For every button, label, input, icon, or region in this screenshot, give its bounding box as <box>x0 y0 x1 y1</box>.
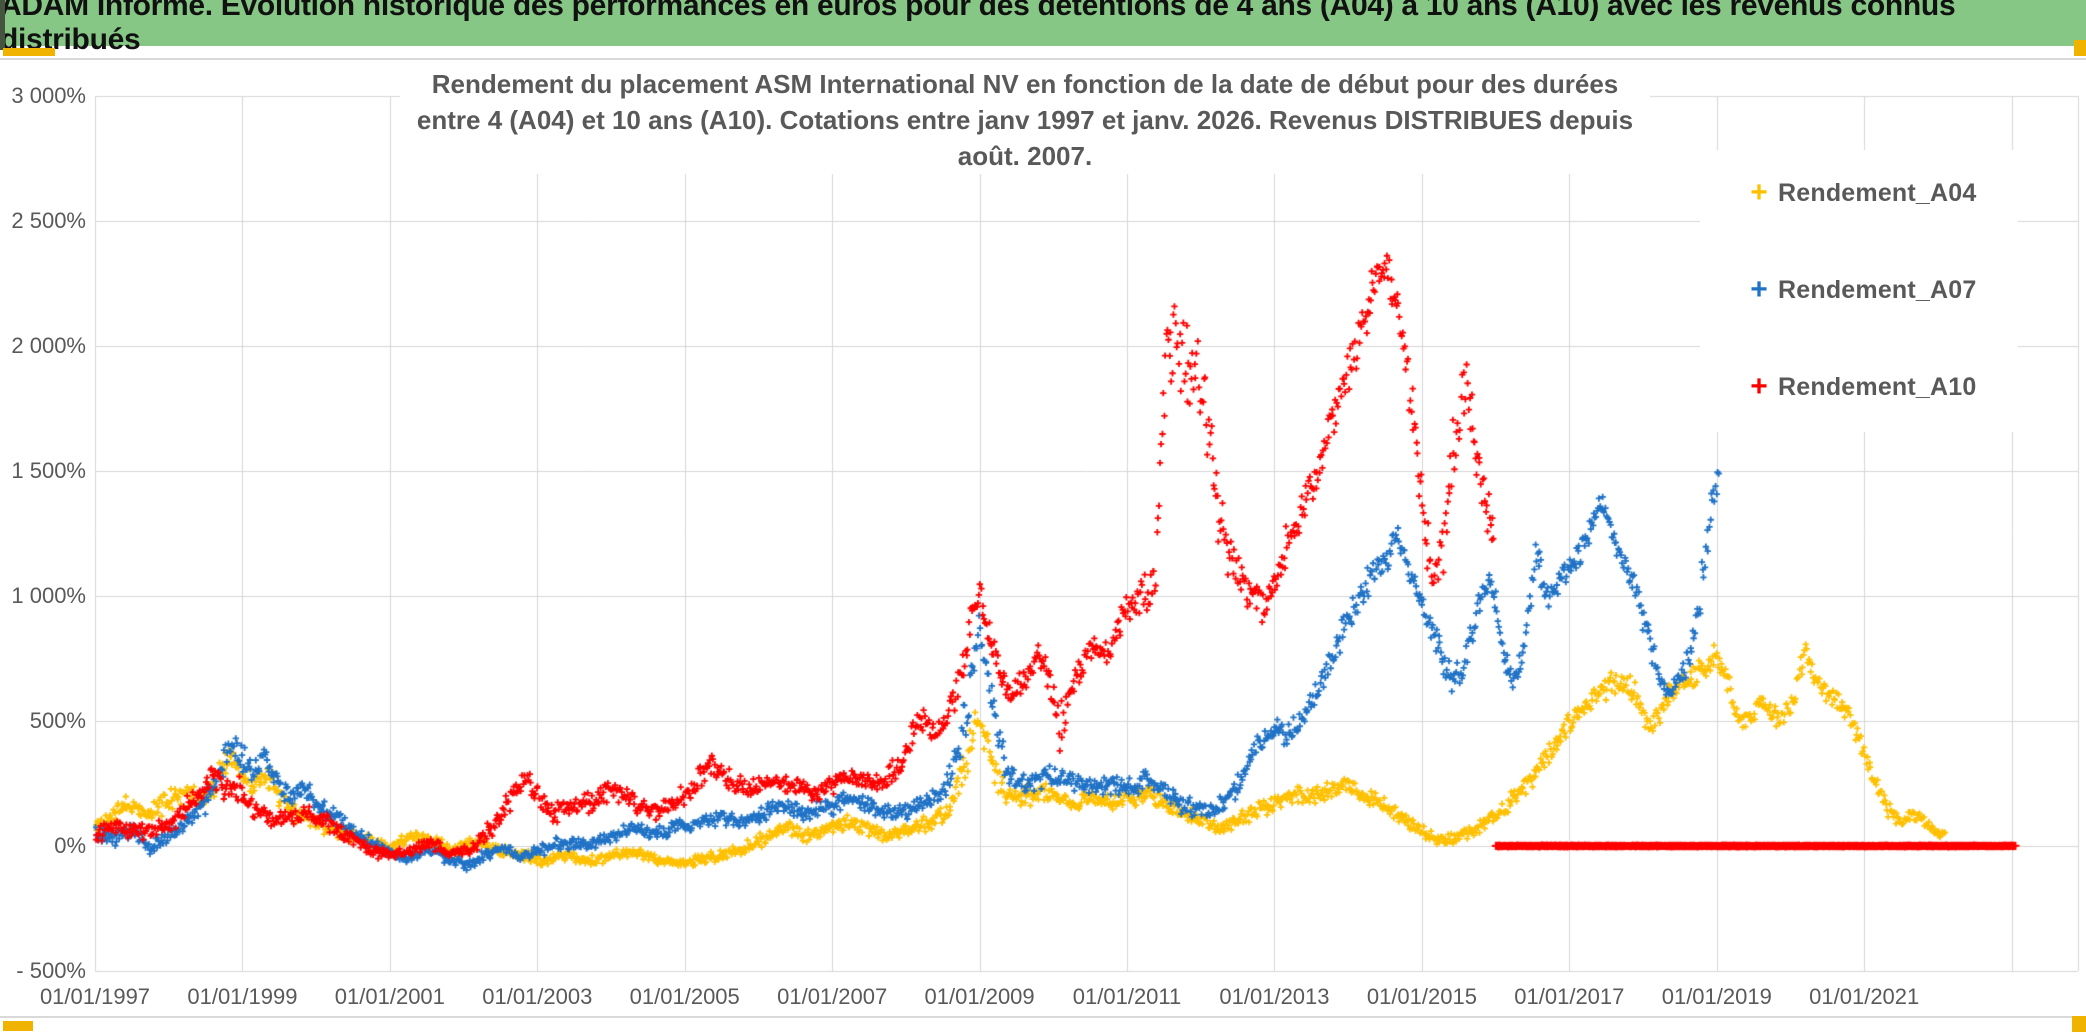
x-axis-tick-label: 01/01/2009 <box>924 984 1035 1009</box>
y-axis-tick-label: 3 000% <box>11 83 86 108</box>
chart-title-line-1: Rendement du placement ASM International… <box>431 69 1619 99</box>
y-axis-tick-label: 500% <box>29 708 86 733</box>
x-axis-tick-label: 01/01/2017 <box>1514 984 1625 1009</box>
chart-legend: + Rendement_A04 + Rendement_A07 + Rendem… <box>1700 150 2018 432</box>
x-axis-tick-label: 01/01/1999 <box>187 984 298 1009</box>
legend-label: Rendement_A07 <box>1778 275 1977 304</box>
x-axis-tick-label: 01/01/2005 <box>629 984 740 1009</box>
legend-label: Rendement_A10 <box>1778 372 1977 401</box>
x-axis-tick-label: 01/01/2013 <box>1219 984 1330 1009</box>
x-axis-tick-label: 01/01/2019 <box>1661 984 1772 1009</box>
y-axis-tick-label: 1 500% <box>11 458 86 483</box>
legend-item-rendement-a10[interactable]: + Rendement_A10 <box>1744 372 2018 402</box>
x-axis-tick-label: 01/01/2003 <box>482 984 593 1009</box>
legend-item-rendement-a07[interactable]: + Rendement_A07 <box>1744 275 2018 305</box>
x-axis-tick-label: 01/01/2011 <box>1072 984 1182 1009</box>
plus-marker-icon: + <box>1750 273 1768 306</box>
legend-item-rendement-a04[interactable]: + Rendement_A04 <box>1744 178 2018 208</box>
x-axis-tick-label: 01/01/2015 <box>1366 984 1477 1009</box>
y-axis-tick-label: 1 000% <box>11 583 86 608</box>
x-axis-tick-label: 01/01/2001 <box>334 984 445 1009</box>
y-axis-tick-label: 2 000% <box>11 333 86 358</box>
legend-label: Rendement_A04 <box>1778 178 1977 207</box>
plus-marker-icon: + <box>1750 370 1768 403</box>
x-axis-tick-label: 01/01/2007 <box>777 984 888 1009</box>
chart-title: Rendement du placement ASM International… <box>400 66 1650 174</box>
chart-title-line-2: entre 4 (A04) et 10 ans (A10). Cotations… <box>416 105 1634 171</box>
x-axis-tick-label: 01/01/2021 <box>1809 984 1920 1009</box>
x-axis-tick-label: 01/01/1997 <box>39 984 151 1009</box>
plus-marker-icon: + <box>1750 176 1768 209</box>
y-axis-tick-label: 2 500% <box>11 208 86 233</box>
y-axis-tick-label: 0% <box>54 833 86 858</box>
y-axis-tick-label: - 500% <box>16 958 86 983</box>
